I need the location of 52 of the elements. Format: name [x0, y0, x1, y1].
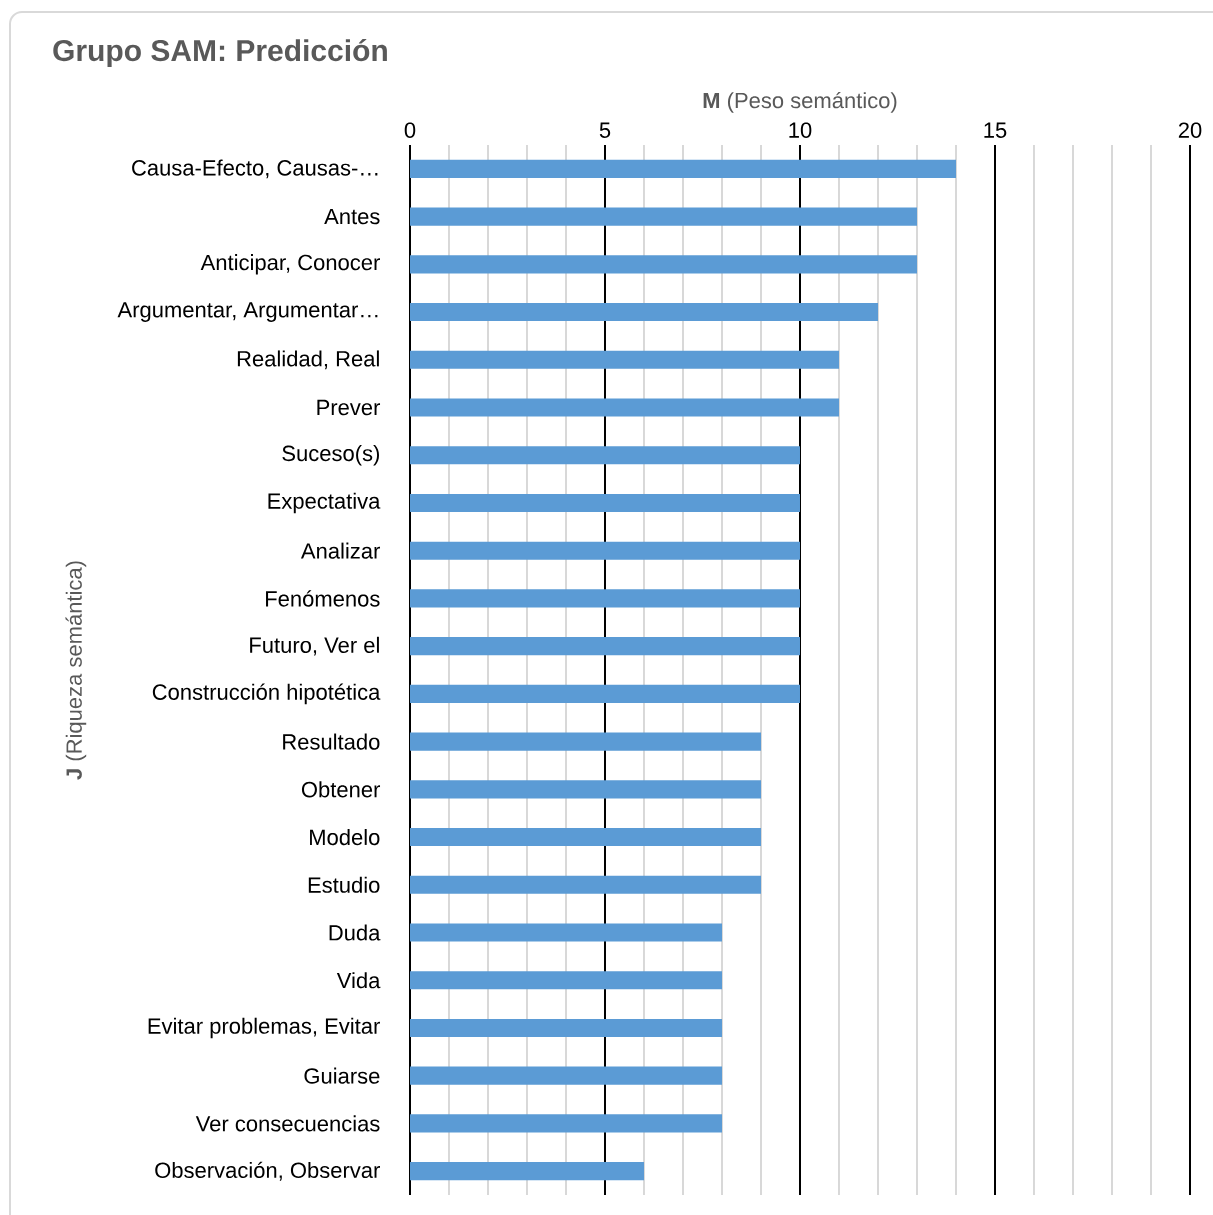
- bar: [410, 1066, 722, 1085]
- bar: [410, 923, 722, 942]
- y-tick-label: Resultado: [283, 733, 380, 750]
- y-tick-label: Modelo: [310, 828, 380, 846]
- bar: [410, 875, 761, 894]
- x-tick-label: 15: [984, 122, 1007, 138]
- bar: [410, 971, 722, 990]
- y-tick-label: Vida: [336, 972, 381, 989]
- bar: [410, 637, 800, 656]
- bar: [410, 255, 917, 274]
- y-tick-label: Estudio: [308, 876, 380, 893]
- x-axis-title: M (Peso semántico): [703, 91, 897, 113]
- y-tick-label: Guiarse: [304, 1067, 380, 1084]
- bar: [410, 446, 800, 465]
- bar: [410, 589, 800, 608]
- bar: [410, 684, 800, 703]
- y-tick-label: Construcción hipotética: [152, 683, 381, 705]
- y-tick-label: Futuro, Ver el: [250, 636, 379, 656]
- y-tick-label: Antes: [324, 208, 380, 225]
- y-tick-label: Realidad, Real: [237, 350, 379, 370]
- y-tick-label: Fenómenos: [266, 590, 380, 607]
- y-tick-label: Causa-Efecto, Causas-…: [132, 159, 378, 179]
- y-tick-label: Anticipar, Conocer: [200, 254, 380, 275]
- bar: [410, 827, 761, 847]
- y-tick-label: Analizar: [300, 542, 381, 559]
- y-axis-title: J (Riqueza semántica): [65, 561, 87, 780]
- y-tick-label: Suceso(s): [282, 444, 380, 466]
- x-tick-label: 10: [789, 122, 812, 138]
- y-tick-label: Duda: [329, 924, 381, 941]
- bar: [410, 732, 761, 751]
- bar: [410, 350, 839, 369]
- bar: [410, 1162, 644, 1181]
- x-tick-label: 0: [404, 122, 416, 138]
- y-tick-label: Ver consecuencias: [195, 1115, 380, 1132]
- y-tick-label: Argumentar, Argumentar…: [117, 302, 378, 322]
- y-tick-label: Prever: [317, 399, 381, 416]
- bar: [410, 541, 800, 560]
- x-tick-label: 20: [1178, 122, 1202, 138]
- bar: [410, 159, 956, 178]
- bar: [410, 207, 917, 226]
- bar: [410, 1018, 722, 1038]
- bar: [410, 493, 800, 513]
- y-tick-label: Expectativa: [268, 492, 381, 514]
- y-tick-label: Obtener: [301, 781, 381, 798]
- bar: [410, 302, 878, 322]
- x-tick-label: 5: [599, 122, 611, 138]
- bar: [410, 1114, 722, 1133]
- chart-title: Grupo SAM: Predicción: [53, 38, 387, 68]
- bar: [410, 398, 839, 417]
- y-tick-label: Evitar problemas, Evitar: [148, 1017, 380, 1039]
- bar: [410, 780, 761, 799]
- y-tick-label: Observación, Observar: [155, 1161, 380, 1181]
